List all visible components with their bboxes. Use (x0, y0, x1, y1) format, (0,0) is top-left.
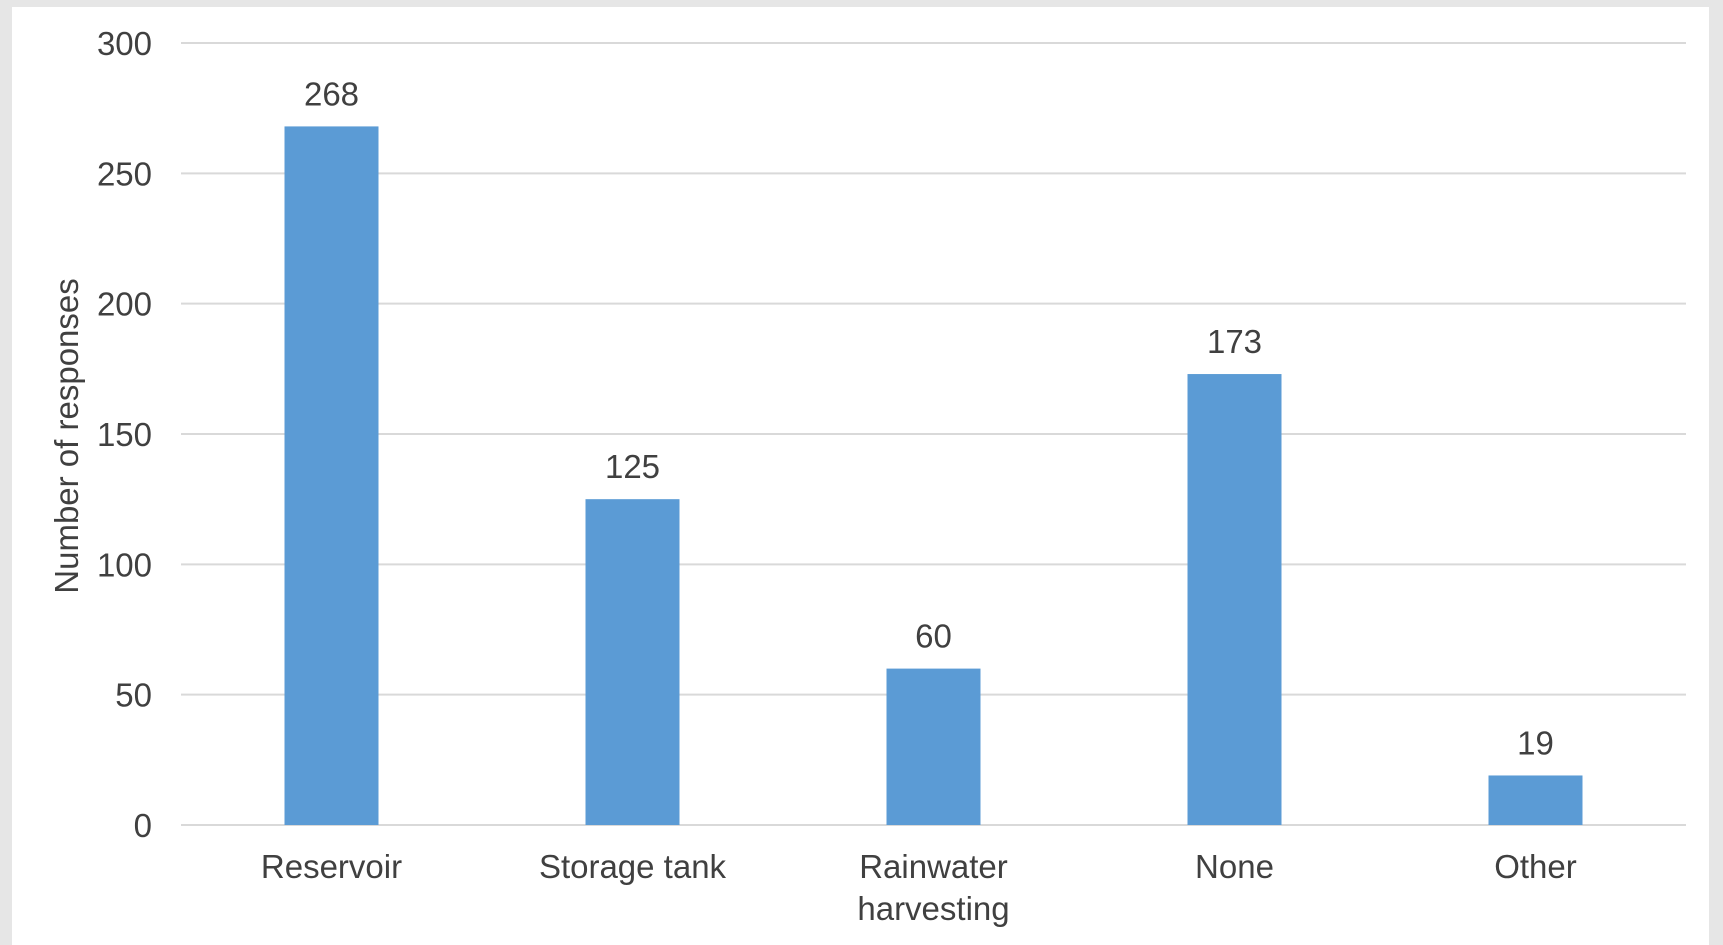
x-category-label: Other (1494, 848, 1577, 885)
bar (284, 126, 379, 825)
y-tick-label: 200 (97, 286, 152, 323)
y-axis-title: Number of responses (48, 278, 85, 593)
bar-value-label: 268 (304, 75, 359, 112)
bars (284, 126, 1583, 825)
y-tick-label: 50 (115, 677, 152, 714)
x-category-label: Reservoir (261, 848, 402, 885)
y-tick-label: 0 (134, 807, 152, 844)
x-axis-categories: Reservoir Storage tank Rainwater harvesting… (261, 848, 1577, 927)
y-tick-label: 150 (97, 416, 152, 453)
bar (886, 668, 981, 825)
data-labels: 268 125 60 173 19 (304, 75, 1554, 761)
bar (1488, 775, 1583, 825)
gridlines (181, 42, 1686, 826)
bar (1187, 374, 1282, 825)
y-tick-label: 100 (97, 546, 152, 583)
x-category-label: Storage tank (539, 848, 727, 885)
bar (585, 499, 680, 825)
x-category-label: Rainwater (859, 848, 1008, 885)
bar-value-label: 173 (1207, 323, 1262, 360)
bar-value-label: 60 (915, 618, 952, 655)
y-tick-label: 250 (97, 155, 152, 192)
y-axis-ticks: 0 50 100 150 200 250 300 (97, 25, 152, 844)
bar-value-label: 125 (605, 448, 660, 485)
x-category-label: None (1195, 848, 1274, 885)
bar-value-label: 19 (1517, 724, 1554, 761)
y-tick-label: 300 (97, 25, 152, 62)
x-category-label: harvesting (857, 890, 1009, 927)
